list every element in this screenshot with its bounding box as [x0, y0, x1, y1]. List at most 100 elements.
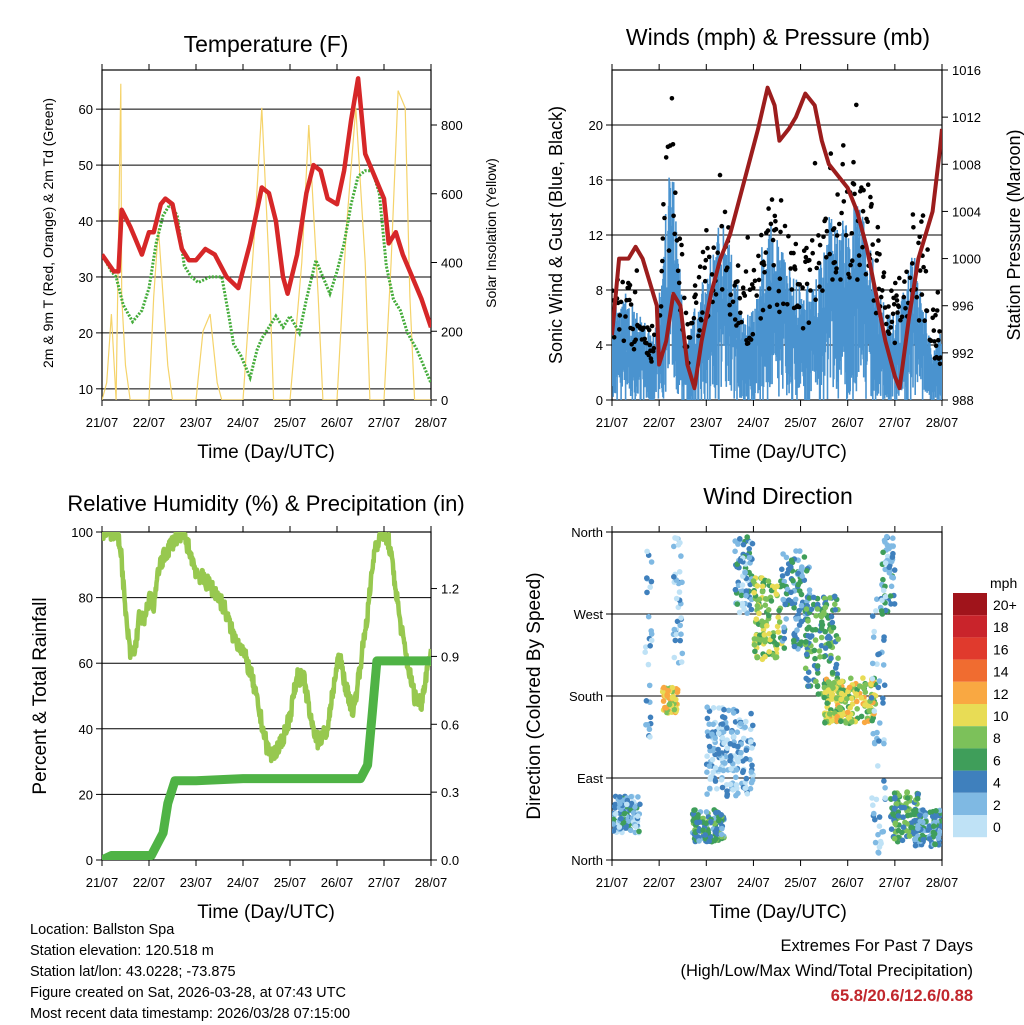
direction-point	[632, 823, 639, 830]
direction-point	[706, 763, 713, 769]
legend-label: 10	[993, 708, 1009, 724]
gust-point	[809, 238, 815, 243]
direction-point	[875, 684, 882, 691]
direction-point	[704, 753, 710, 759]
legend-label: 6	[993, 752, 1001, 768]
temperature-line	[102, 76, 431, 329]
direction-point	[616, 824, 623, 830]
temperature-y2tick-label: 0	[441, 393, 448, 408]
gust-point	[732, 317, 738, 322]
gust-point	[890, 311, 896, 317]
temperature-xtick-label: 21/07	[86, 415, 119, 430]
station-elevation: Station elevation: 120.518 m	[30, 943, 214, 959]
gust-point	[642, 336, 647, 342]
gust-point	[632, 289, 638, 295]
direction-point	[854, 706, 860, 712]
direction-point	[776, 607, 782, 614]
direction-point	[834, 713, 840, 720]
legend-label: 20+	[993, 597, 1017, 613]
direction-point	[719, 721, 726, 727]
gust-point	[756, 277, 762, 283]
humidity-y2tick-label: 1.2	[441, 582, 459, 597]
direction-point	[617, 794, 623, 800]
direction-point	[738, 592, 745, 599]
gust-point	[832, 260, 838, 265]
direction-point	[879, 597, 885, 604]
direction-point	[891, 601, 898, 607]
direction-point	[823, 689, 829, 695]
direction-point	[900, 814, 906, 820]
direction-point	[768, 598, 775, 604]
direction-point	[722, 760, 728, 766]
direction-point	[673, 631, 679, 637]
direction-point	[712, 735, 718, 741]
temperature-plot-frame	[101, 69, 432, 401]
direction-point	[790, 637, 797, 644]
gust-point	[830, 277, 835, 282]
gust-point	[671, 213, 676, 219]
direction-point	[803, 568, 810, 574]
direction-point	[647, 734, 653, 740]
gust-point	[881, 274, 886, 280]
humidity-ytick-label: 20	[79, 787, 93, 802]
direction-point	[920, 807, 926, 813]
gust-point	[709, 272, 715, 277]
direction-point	[734, 601, 741, 607]
gust-point	[933, 343, 939, 349]
direction-point	[743, 775, 750, 782]
gust-point	[889, 319, 895, 325]
direction-point	[791, 605, 797, 611]
gust-point	[833, 270, 839, 275]
direction-point	[742, 785, 749, 791]
gust-point	[649, 359, 654, 364]
gust-point	[878, 294, 884, 300]
direction-point	[821, 684, 828, 691]
direction-point	[871, 708, 878, 714]
gust-point	[796, 304, 802, 310]
temperature-ytick-label: 10	[79, 382, 93, 397]
gust-point	[711, 245, 716, 250]
gust-point	[715, 250, 720, 255]
humidity-xtick-label: 24/07	[227, 875, 260, 890]
humidity-x-label: Time (Day/UTC)	[197, 902, 335, 923]
direction-point	[645, 661, 652, 668]
direction-point	[780, 551, 786, 557]
direction-point	[815, 670, 821, 676]
gust-point	[821, 234, 826, 239]
direction-point	[875, 763, 881, 769]
winds-series	[612, 85, 942, 400]
direction-point	[814, 606, 821, 612]
direction-point	[706, 785, 713, 792]
winds-xtick-label: 23/07	[690, 415, 723, 430]
direction-point	[678, 659, 685, 665]
direction-point	[829, 669, 836, 676]
relative-humidity-line	[102, 532, 431, 764]
gust-point	[824, 254, 829, 260]
direction-point	[873, 796, 880, 803]
gust-point	[743, 269, 749, 274]
gust-point	[924, 308, 930, 314]
direction-point	[704, 715, 711, 722]
gust-point	[745, 235, 750, 240]
direction-point	[881, 637, 887, 643]
temperature-y2tick-label: 600	[441, 187, 463, 202]
direction-point	[868, 681, 874, 688]
direction-point	[818, 634, 825, 641]
legend-label: 4	[993, 775, 1001, 791]
gust-point	[786, 233, 791, 239]
gust-point	[652, 332, 657, 338]
legend-label: 14	[993, 664, 1009, 680]
gust-point	[919, 219, 924, 224]
humidity-ytick-label: 40	[79, 722, 93, 737]
gust-point	[937, 329, 942, 334]
gust-point	[901, 294, 907, 300]
gust-point	[852, 191, 857, 197]
direction-point	[666, 701, 673, 708]
direction-point	[671, 574, 677, 580]
gust-point	[804, 281, 810, 287]
direction-point	[821, 653, 827, 660]
direction-point	[749, 762, 755, 769]
direction-point	[704, 769, 710, 775]
direction-point	[713, 829, 719, 836]
temperature-y2tick-label: 200	[441, 324, 463, 339]
